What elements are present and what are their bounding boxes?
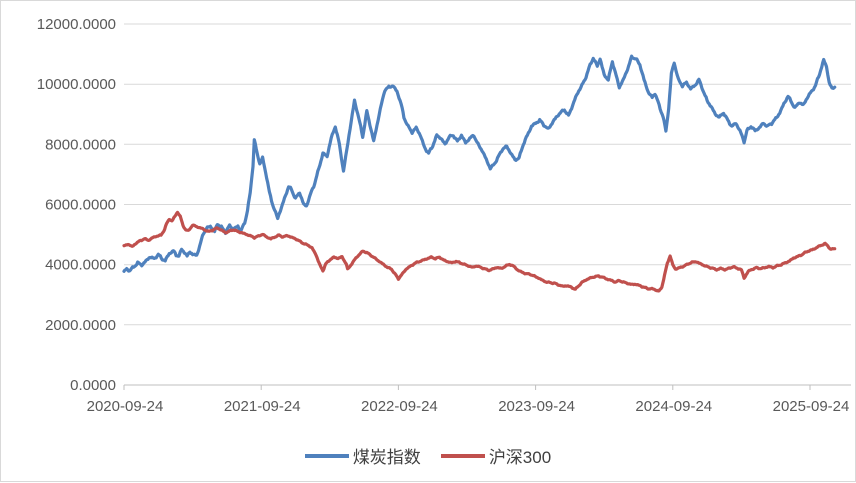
chart-legend: 煤炭指数 沪深300 [1, 443, 855, 468]
legend-line-swatch-coal-index [304, 453, 349, 458]
x-axis-tick-label: 2021-09-24 [224, 398, 301, 415]
y-axis-tick-label: 4000.0000 [45, 257, 116, 274]
y-axis-tick-label: 2000.0000 [45, 317, 116, 334]
x-axis-tick-label: 2023-09-24 [498, 398, 575, 415]
legend-item-coal-index: 煤炭指数 [304, 443, 421, 468]
series-line-coal-index [122, 54, 837, 273]
x-axis-tick-label: 2025-09-24 [773, 398, 850, 415]
y-axis-tick-label: 8000.0000 [45, 136, 116, 153]
y-axis-tick-label: 12000.0000 [37, 16, 116, 33]
legend-item-csi300: 沪深300 [440, 443, 552, 468]
series-line-csi300 [122, 210, 837, 293]
y-axis-tick-label: 0.0000 [70, 377, 116, 394]
y-axis-tick-label: 6000.0000 [45, 197, 116, 214]
legend-label-csi300: 沪深300 [488, 448, 552, 467]
x-axis-tick-label: 2024-09-24 [635, 398, 712, 415]
x-axis-tick-label: 2022-09-24 [361, 398, 438, 415]
y-axis-tick-label: 10000.0000 [37, 76, 116, 93]
legend-line-swatch-csi300 [440, 453, 485, 458]
x-axis-tick-label: 2020-09-24 [87, 398, 164, 415]
legend-label-coal-index: 煤炭指数 [352, 448, 421, 467]
